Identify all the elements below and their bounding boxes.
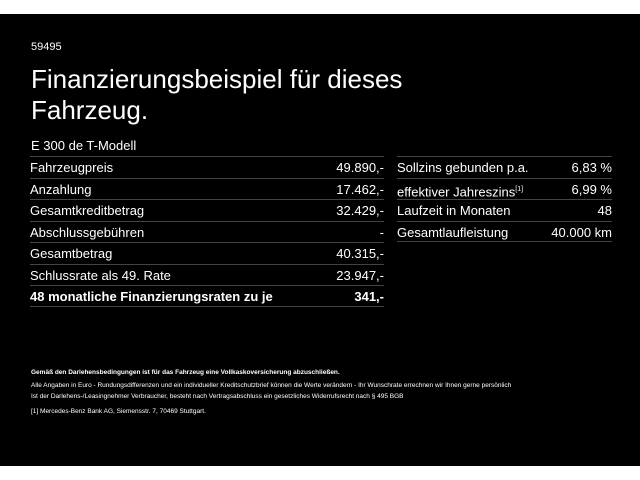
row-label: Gesamtkreditbetrag (30, 200, 144, 221)
row-value: 341,- (354, 289, 384, 304)
footnote: [1] Mercedes-Benz Bank AG, Siemensstr. 7… (31, 408, 206, 415)
disclaimer-line-1: Alle Angaben in Euro - Rundungsdifferenz… (31, 382, 512, 389)
row-label: Schlussrate als 49. Rate (30, 265, 171, 286)
row-label-text: 48 monatliche Finanzierungsraten zu je (30, 289, 273, 304)
table-row: Fahrzeugpreis 49.890,- (30, 156, 384, 178)
table-row: effektiver Jahreszins[1] 6,99 % (397, 177, 612, 200)
row-label-text: Schlussrate als 49. Rate (30, 267, 171, 283)
row-value: 6,83 % (571, 160, 612, 175)
row-label-text: Abschlussgebühren (30, 224, 145, 240)
table-row: Gesamtlaufleistung 40.000 km (397, 220, 612, 242)
row-value: 17.462,- (336, 181, 384, 197)
row-label-text: Gesamtlaufleistung (397, 224, 509, 240)
row-label-text: Sollzins gebunden p.a. (397, 160, 529, 175)
row-label: Laufzeit in Monaten (397, 200, 510, 221)
row-label-text: Gesamtbetrag (30, 246, 113, 261)
row-label-text: Laufzeit in Monaten (397, 203, 511, 218)
row-label-text: effektiver Jahreszins (397, 183, 516, 199)
row-label: Gesamtbetrag (30, 243, 112, 264)
row-value: 48 (597, 203, 612, 218)
row-value: - (379, 224, 384, 240)
row-label-text: Gesamtkreditbetrag (30, 203, 145, 218)
financing-table: Fahrzeugpreis 49.890,- Anzahlung 17.462,- Ge… (30, 156, 384, 307)
row-value: 6,99 % (571, 181, 612, 197)
model-name: E 300 de T-Modell (31, 138, 137, 153)
row-label: Abschlussgebühren (30, 222, 144, 243)
table-row: Anzahlung 17.462,- (30, 177, 384, 200)
table-row: Sollzins gebunden p.a. 6,83 % (397, 156, 612, 178)
financing-panel: 59495 Finanzierungsbeispiel für dieses F… (0, 14, 640, 466)
row-label: 48 monatliche Finanzierungsraten zu je (30, 286, 273, 306)
row-label: effektiver Jahreszins[1] (397, 179, 523, 200)
row-label: Fahrzeugpreis (30, 157, 113, 178)
rate-table: Sollzins gebunden p.a. 6,83 % effektiver J… (397, 156, 612, 242)
table-row: Gesamtkreditbetrag 32.429,- (30, 199, 384, 221)
row-label-text: Fahrzeugpreis (30, 160, 114, 175)
table-row: Laufzeit in Monaten 48 (397, 199, 612, 221)
table-row: 48 monatliche Finanzierungsraten zu je 34… (30, 285, 384, 307)
footnote-ref: [1] (515, 185, 524, 193)
row-label-text: Anzahlung (30, 181, 92, 197)
row-label: Sollzins gebunden p.a. (397, 157, 529, 178)
row-value: 40.315,- (336, 246, 384, 261)
row-value: 23.947,- (336, 267, 384, 283)
page-title: Finanzierungsbeispiel für dieses Fahrzeu… (31, 64, 403, 125)
table-row: Gesamtbetrag 40.315,- (30, 242, 384, 264)
disclaimer-line-2: Ist der Darlehens-/Leasingnehmer Verbrau… (31, 393, 404, 400)
table-row: Schlussrate als 49. Rate 23.947,- (30, 263, 384, 286)
row-value: 32.429,- (336, 203, 384, 218)
row-value: 49.890,- (336, 160, 384, 175)
insurance-note: Gemäß den Darlehensbedingungen ist für d… (31, 369, 340, 376)
row-value: 40.000 km (551, 224, 612, 240)
row-label: Gesamtlaufleistung (397, 222, 508, 242)
offer-code: 59495 (31, 41, 62, 53)
row-label: Anzahlung (30, 179, 91, 200)
table-row: Abschlussgebühren - (30, 220, 384, 243)
